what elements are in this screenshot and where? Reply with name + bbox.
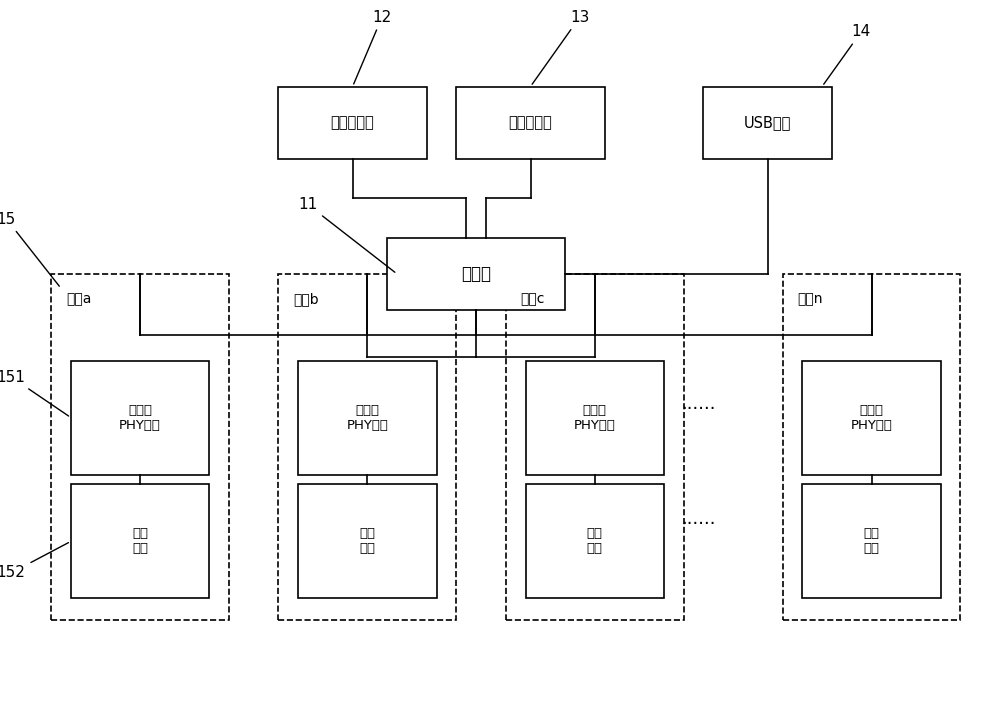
Text: 数据缓存器: 数据缓存器 <box>331 115 374 130</box>
Text: 以太网
PHY芯片: 以太网 PHY芯片 <box>574 404 616 432</box>
Bar <box>802 485 941 598</box>
Bar <box>802 360 941 474</box>
Bar <box>71 360 209 474</box>
Text: ......: ...... <box>681 510 716 528</box>
Bar <box>278 87 427 159</box>
Text: 光口a: 光口a <box>66 292 91 306</box>
Text: 12: 12 <box>354 9 392 84</box>
Text: 15: 15 <box>0 211 59 286</box>
Bar <box>298 360 437 474</box>
Bar <box>783 274 960 620</box>
Text: 11: 11 <box>298 197 395 273</box>
Bar <box>71 485 209 598</box>
Bar <box>526 485 664 598</box>
Text: 光收
发器: 光收 发器 <box>864 527 880 555</box>
Text: 光口n: 光口n <box>797 292 823 306</box>
Text: 13: 13 <box>532 9 589 84</box>
Bar <box>387 238 565 310</box>
Text: 以太网
PHY芯片: 以太网 PHY芯片 <box>851 404 892 432</box>
Bar <box>526 360 664 474</box>
Bar <box>703 87 832 159</box>
Bar <box>278 274 456 620</box>
Text: 以太网
PHY芯片: 以太网 PHY芯片 <box>347 404 388 432</box>
Bar <box>506 274 684 620</box>
Text: 数据存储器: 数据存储器 <box>509 115 552 130</box>
Text: 光口b: 光口b <box>293 292 319 306</box>
Text: 152: 152 <box>0 543 68 580</box>
Text: 光收
发器: 光收 发器 <box>587 527 603 555</box>
Text: 14: 14 <box>824 24 871 84</box>
Text: USB接口: USB接口 <box>744 115 791 130</box>
Text: 光口c: 光口c <box>521 292 545 306</box>
Text: 光收
发器: 光收 发器 <box>132 527 148 555</box>
Text: 光收
发器: 光收 发器 <box>359 527 375 555</box>
Text: 以太网
PHY芯片: 以太网 PHY芯片 <box>119 404 161 432</box>
Text: ......: ...... <box>681 395 716 412</box>
Bar <box>51 274 229 620</box>
Text: 处理器: 处理器 <box>461 265 491 283</box>
Bar <box>456 87 605 159</box>
Text: 151: 151 <box>0 370 69 416</box>
Bar <box>298 485 437 598</box>
